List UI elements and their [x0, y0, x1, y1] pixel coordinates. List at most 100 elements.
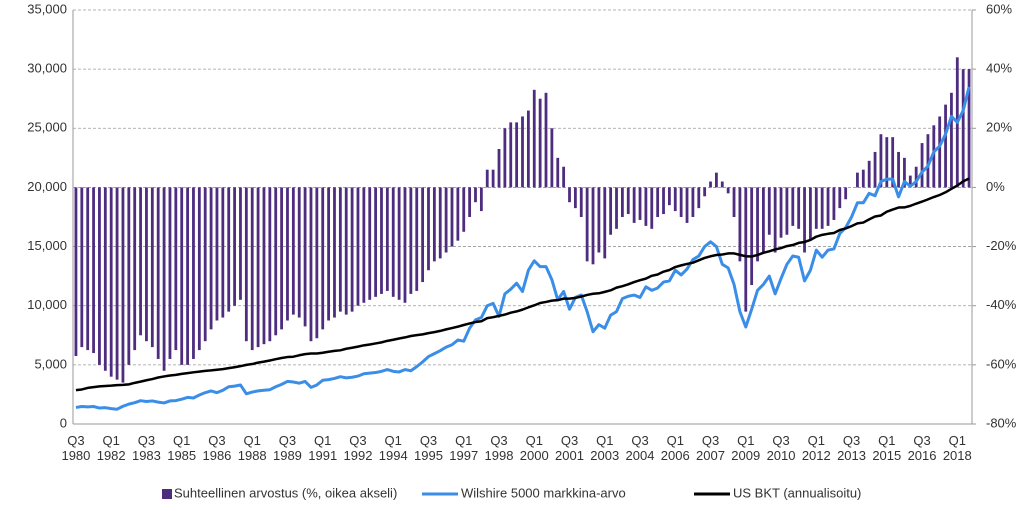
line	[75, 86, 971, 411]
bar	[720, 181, 724, 188]
bar	[609, 187, 613, 235]
bar	[903, 157, 906, 188]
bar	[667, 187, 671, 206]
bar	[585, 187, 589, 262]
y2-tick-label: 20%	[986, 120, 1012, 135]
bar	[145, 187, 148, 342]
bar	[544, 92, 548, 188]
bar	[115, 187, 119, 380]
bar	[773, 187, 777, 253]
bar	[150, 187, 154, 348]
bar	[192, 187, 195, 359]
bar	[385, 187, 389, 291]
bar	[750, 187, 754, 286]
bar	[109, 187, 113, 377]
bar	[932, 125, 936, 188]
bar	[174, 187, 178, 351]
bar	[814, 187, 818, 229]
bar	[579, 187, 583, 217]
bar	[309, 187, 313, 342]
bar	[515, 122, 519, 188]
bar	[491, 169, 495, 188]
bar	[156, 187, 160, 359]
bar	[568, 187, 571, 203]
bar	[280, 187, 283, 330]
bar	[620, 187, 624, 217]
bar	[474, 187, 477, 203]
bar	[767, 187, 771, 235]
bar	[462, 187, 466, 232]
bar	[239, 187, 242, 300]
bar	[121, 187, 125, 383]
bar	[180, 187, 184, 365]
bar	[779, 187, 783, 238]
bar	[98, 187, 101, 365]
bar	[250, 187, 254, 351]
bar	[738, 187, 742, 262]
y2-tick-label: -20%	[986, 238, 1017, 253]
bar	[867, 160, 871, 188]
y-tick-label: 25,000	[27, 120, 67, 135]
legend-label: US BKT (annualisoitu)	[733, 485, 861, 500]
bar	[626, 187, 630, 215]
bar	[256, 187, 260, 348]
bar	[479, 187, 483, 212]
bar	[709, 181, 712, 188]
bar	[762, 187, 765, 253]
bar	[573, 187, 577, 209]
bar	[509, 122, 513, 188]
bar	[961, 69, 965, 188]
bar	[632, 187, 636, 223]
bar	[244, 187, 248, 342]
bar	[186, 187, 189, 365]
bar	[521, 116, 524, 188]
line	[75, 177, 970, 392]
y2-tick-label: -40%	[986, 297, 1017, 312]
bar	[368, 187, 372, 300]
bar	[80, 187, 84, 348]
bar	[679, 187, 683, 217]
y2-tick-label: -80%	[986, 415, 1017, 430]
bar	[92, 187, 95, 354]
bar	[597, 187, 601, 253]
bar	[297, 187, 301, 318]
bar	[468, 187, 472, 217]
bar	[644, 187, 648, 226]
y2-tick-label: -60%	[986, 356, 1017, 371]
bar	[333, 187, 336, 318]
bar	[409, 187, 413, 294]
bar	[715, 172, 718, 188]
bar	[221, 187, 225, 318]
bar	[286, 187, 289, 321]
bar	[203, 187, 207, 342]
bar	[391, 187, 395, 297]
bar	[832, 187, 836, 220]
bar	[74, 187, 78, 356]
bar	[127, 187, 131, 365]
bar	[838, 187, 842, 209]
bar	[879, 134, 883, 188]
bar	[350, 187, 354, 312]
y-tick-label: 5,000	[34, 356, 67, 371]
bar	[562, 166, 566, 188]
bar	[744, 187, 748, 312]
bar	[685, 187, 689, 223]
bar	[803, 187, 806, 253]
bar	[262, 187, 266, 345]
bar	[820, 187, 824, 229]
bar	[315, 187, 319, 339]
y-tick-label: 15,000	[27, 238, 67, 253]
bar	[697, 187, 701, 209]
bar	[885, 137, 889, 188]
bar	[133, 187, 137, 351]
bar	[920, 143, 924, 188]
y2-tick-label: 0%	[986, 179, 1005, 194]
bar	[650, 187, 654, 229]
bar	[321, 187, 325, 330]
bar	[526, 110, 530, 188]
bar	[503, 128, 507, 188]
bar	[638, 187, 642, 220]
bar	[427, 187, 430, 271]
bar	[344, 187, 348, 315]
